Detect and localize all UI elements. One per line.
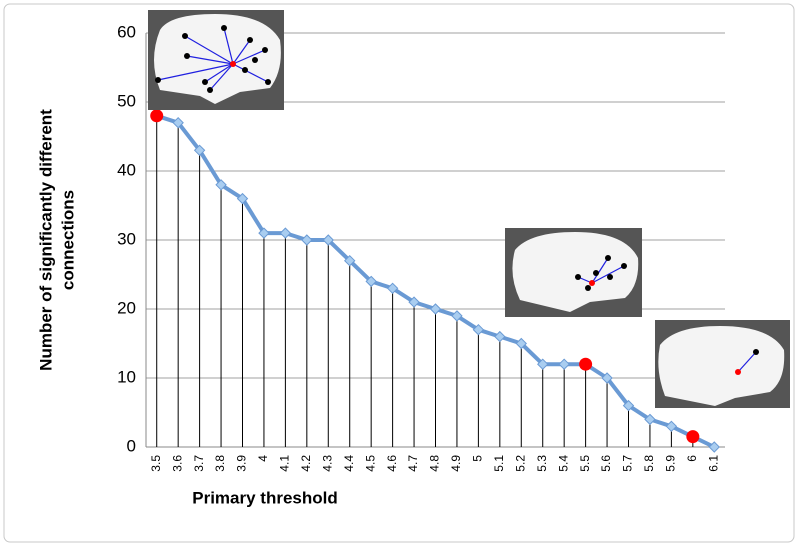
y-tick-label: 10 (117, 367, 136, 386)
plot-area: 0 10 20 30 40 50 60 3.5 3.6 3.7 3.8 3.9 4 4.1 4.2 4.3 4.… (117, 22, 725, 472)
x-tick-label: 5.9 (664, 455, 678, 472)
y-axis-title: Number of significantly different connec… (36, 109, 77, 371)
y-axis-title-line: Number of significantly different (36, 109, 55, 371)
x-tick-label: 4 (256, 455, 270, 462)
marker (515, 337, 527, 350)
y-tick-label: 30 (117, 229, 136, 248)
marker (408, 296, 420, 308)
marker (494, 330, 506, 343)
x-tick-label: 5.5 (578, 455, 592, 472)
highlight-marker (579, 357, 593, 371)
marker (537, 358, 549, 370)
x-tick-label: 5.1 (492, 455, 506, 472)
x-tick-label: 5.7 (621, 455, 635, 472)
x-tick-label: 5.6 (599, 455, 613, 472)
x-tick-label: 5.4 (556, 455, 570, 472)
marker (622, 399, 635, 412)
x-tick-label: 5.2 (513, 455, 527, 472)
marker (215, 179, 227, 191)
x-tick-label: 4.4 (342, 455, 356, 472)
marker (172, 116, 184, 129)
x-tick-label: 4.3 (320, 455, 334, 472)
x-tick-label: 4.9 (449, 455, 463, 472)
marker (386, 282, 399, 295)
x-tick-label: 4.8 (428, 455, 442, 472)
marker (322, 234, 334, 246)
y-tick-label: 50 (117, 91, 136, 110)
marker (236, 192, 249, 205)
x-tick-label: 3.6 (170, 455, 184, 472)
y-tick-label: 40 (117, 160, 136, 179)
y-tick-label: 60 (117, 22, 136, 41)
marker (365, 275, 377, 288)
x-tick-label: 5.3 (535, 455, 549, 472)
y-tick-label: 20 (117, 298, 136, 317)
x-tick-label: 5 (471, 455, 485, 462)
brain-inset (148, 10, 284, 110)
x-tick-label: 4.6 (385, 455, 399, 472)
marker (644, 413, 656, 426)
x-tick-label: 4.2 (299, 455, 313, 472)
marker (665, 420, 678, 433)
marker (601, 372, 613, 384)
brain-inset (655, 320, 790, 408)
marker (279, 227, 292, 239)
x-tick-label: 4.1 (278, 455, 292, 472)
x-tick-label: 4.5 (363, 455, 377, 472)
x-tick-label: 3.7 (192, 455, 206, 472)
marker (558, 358, 570, 370)
highlight-marker (686, 430, 700, 444)
marker (301, 234, 313, 246)
x-tick-label: 3.9 (235, 455, 249, 472)
brain-inset (505, 228, 642, 317)
marker (451, 310, 463, 322)
marker (344, 254, 356, 267)
x-tick-label: 6 (685, 455, 699, 462)
x-tick-label: 6.1 (706, 455, 720, 472)
x-tick-label: 3.5 (149, 455, 163, 472)
y-tick-label: 0 (127, 436, 136, 455)
highlight-marker (150, 109, 164, 123)
marker (472, 323, 485, 336)
marker (258, 227, 270, 239)
marker (193, 144, 206, 157)
x-tick-label: 3.8 (213, 455, 227, 472)
x-tick-label: 4.7 (406, 455, 420, 472)
y-axis-title-line: connections (58, 190, 77, 290)
x-axis-title: Primary threshold (192, 488, 338, 507)
marker (429, 303, 442, 315)
x-tick-label: 5.8 (642, 455, 656, 472)
chart-frame (3, 3, 795, 543)
marker (708, 441, 720, 453)
